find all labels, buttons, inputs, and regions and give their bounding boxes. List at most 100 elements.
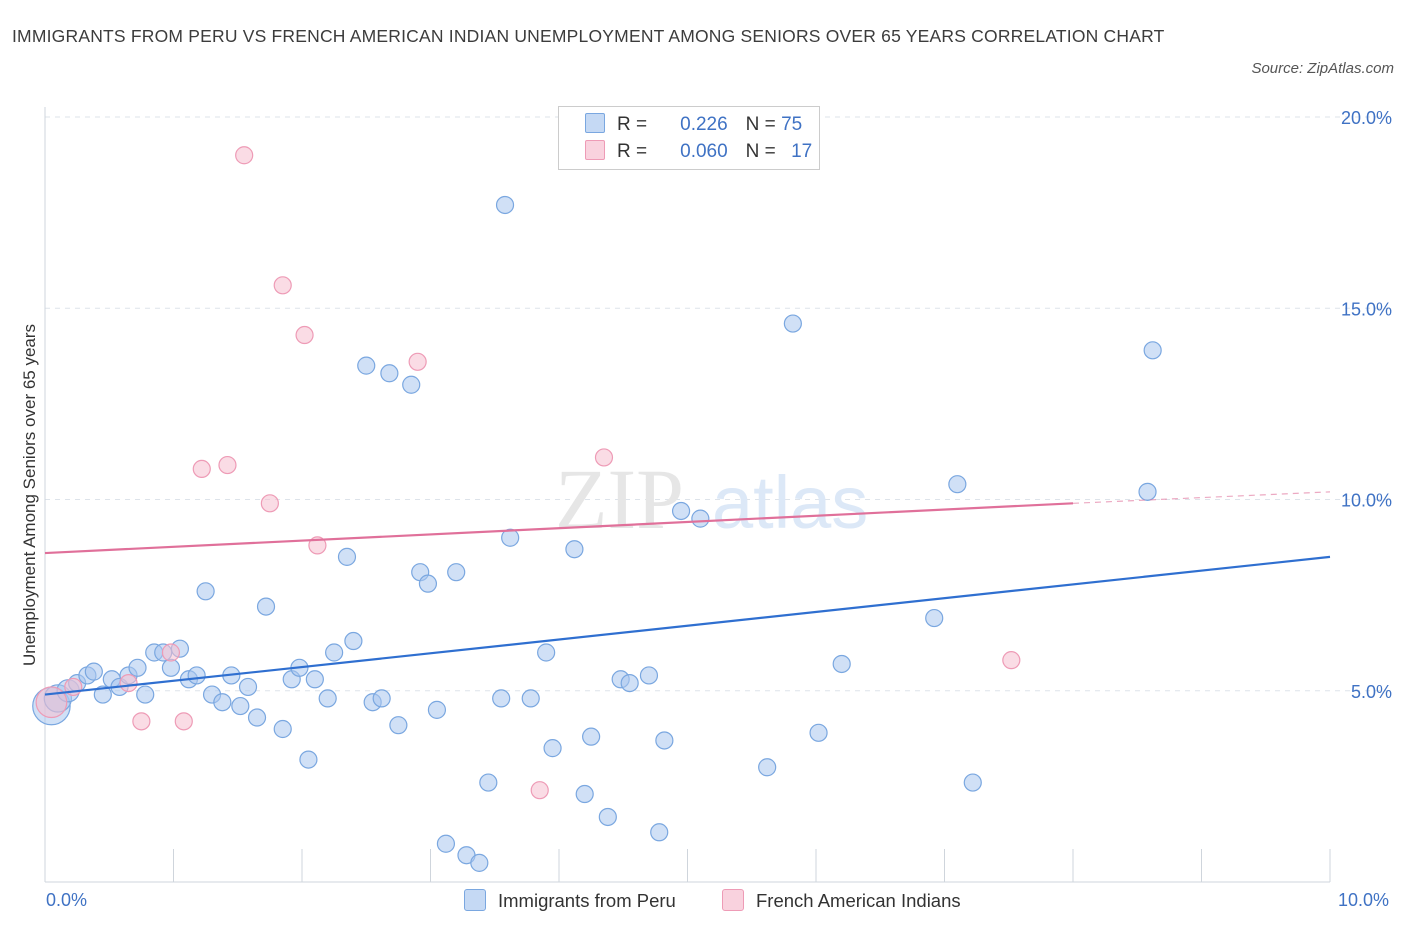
legend-label-peru: Immigrants from Peru	[498, 890, 676, 911]
point-peru	[783, 314, 802, 333]
point-peru	[671, 501, 691, 521]
x-tick-min: 0.0%	[46, 890, 88, 910]
watermark-atlas: atlas	[712, 461, 868, 544]
point-peru	[575, 784, 594, 804]
point-peru	[963, 773, 982, 792]
point-peru	[492, 689, 511, 708]
grid-lines	[45, 116, 1392, 692]
point-french-american-indian	[174, 712, 193, 731]
point-peru	[273, 719, 292, 739]
n-label: N =	[745, 141, 776, 162]
point-peru	[372, 689, 391, 708]
point-french-american-indian	[594, 448, 614, 467]
point-peru	[447, 563, 466, 582]
legend-row-peru: R = 0.226 N = 75	[585, 112, 802, 138]
y-tick-labels: 5.0% 10.0% 15.0% 20.0%	[1341, 108, 1392, 702]
point-french-american-indian	[1002, 651, 1021, 670]
point-peru	[136, 685, 155, 704]
point-peru	[187, 666, 206, 685]
n-label: N =	[745, 114, 776, 135]
point-peru	[495, 195, 515, 215]
point-peru	[238, 677, 258, 697]
legend-swatch-french-american-indian	[722, 889, 744, 911]
trend-line-extension	[1072, 491, 1331, 504]
axes	[44, 107, 1331, 883]
trend-lines	[44, 491, 1331, 696]
point-peru	[389, 716, 408, 735]
point-peru	[318, 689, 337, 708]
trend-line-french-american-indian	[44, 502, 1074, 555]
point-peru	[231, 696, 250, 716]
point-peru	[521, 689, 540, 708]
point-peru	[84, 662, 103, 681]
series-legend: Immigrants from Peru French American Ind…	[0, 886, 1406, 916]
point-peru	[344, 631, 363, 651]
point-peru	[639, 666, 659, 685]
y-tick-label: 15.0%	[1341, 299, 1392, 319]
point-french-american-indian	[119, 673, 138, 693]
point-french-american-indian	[408, 352, 427, 371]
point-french-american-indian	[218, 455, 237, 475]
point-peru	[402, 375, 421, 394]
legend-swatch-peru	[464, 889, 486, 911]
point-peru	[565, 540, 584, 559]
point-peru	[948, 475, 967, 494]
point-peru	[436, 834, 456, 853]
point-french-american-indian	[192, 459, 211, 478]
y-tick-label: 5.0%	[1351, 682, 1392, 702]
point-peru	[299, 750, 318, 769]
point-peru	[161, 658, 181, 677]
point-peru	[655, 731, 674, 750]
point-french-american-indian	[235, 146, 254, 165]
point-peru	[479, 773, 498, 792]
n-value-peru: 75	[781, 114, 803, 135]
point-peru	[380, 364, 399, 383]
point-peru	[582, 727, 601, 746]
point-peru	[93, 685, 112, 704]
point-peru	[325, 643, 344, 662]
point-french-american-indian	[530, 781, 549, 800]
point-peru	[357, 356, 376, 375]
point-peru	[832, 654, 851, 674]
source-credit: Source: ZipAtlas.com	[1251, 60, 1394, 77]
legend-row-french-american-indian: R = 0.060 N = 17	[585, 139, 812, 165]
point-peru	[537, 643, 556, 662]
point-peru	[128, 658, 147, 677]
point-peru	[213, 693, 232, 712]
point-peru	[501, 528, 520, 547]
legend-swatch-peru	[585, 113, 605, 133]
point-peru	[305, 670, 324, 689]
x-tick-max: 10.0%	[1338, 890, 1390, 910]
chart-title: IMMIGRANTS FROM PERU VS FRENCH AMERICAN …	[12, 26, 1165, 46]
point-peru	[650, 823, 669, 842]
point-french-american-indian	[295, 325, 314, 345]
point-peru	[427, 700, 447, 719]
legend-item-peru: Immigrants from Peru	[464, 889, 676, 912]
point-french-american-indian	[132, 712, 151, 731]
point-peru	[247, 708, 267, 727]
point-peru	[196, 582, 215, 601]
n-value-french-american-indian: 17	[791, 141, 813, 162]
point-peru	[1138, 482, 1157, 501]
point-peru	[620, 673, 639, 693]
r-label: R =	[617, 114, 648, 135]
trend-line-peru	[44, 555, 1331, 696]
r-value-peru: 0.226	[680, 114, 728, 135]
y-tick-label: 10.0%	[1341, 491, 1392, 511]
point-french-american-indian	[161, 643, 181, 662]
correlation-legend: R = 0.226 N = 75 R = 0.060 N = 17	[558, 106, 820, 170]
point-peru	[543, 739, 562, 758]
point-peru	[418, 574, 438, 593]
point-peru	[256, 597, 276, 616]
legend-swatch-french-american-indian	[585, 140, 605, 160]
point-peru	[1143, 341, 1162, 360]
legend-label-french-american-indian: French American Indians	[756, 890, 961, 911]
point-peru	[691, 509, 710, 528]
point-peru	[470, 853, 489, 872]
point-peru	[809, 723, 828, 742]
watermark-zip: ZIP	[555, 451, 684, 547]
watermark: ZIP atlas	[555, 451, 868, 547]
point-peru	[758, 758, 777, 777]
point-peru	[337, 547, 357, 566]
